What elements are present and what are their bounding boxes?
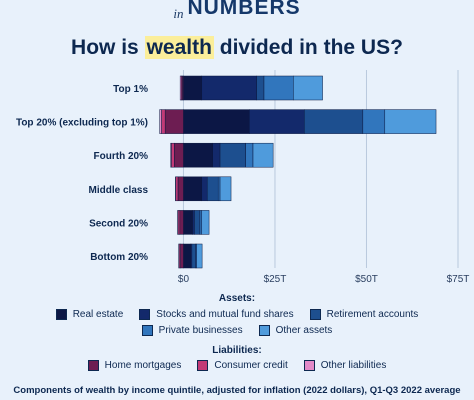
bar-segment-liability-0	[180, 243, 184, 269]
bar-segment-asset-2	[194, 210, 201, 235]
category-label: Fourth 20%	[94, 151, 149, 162]
legend-label: Retirement accounts	[326, 309, 419, 320]
bar-segment-asset-0	[183, 210, 193, 235]
bar-segment-asset-1	[201, 176, 208, 202]
legend-assets-row-2: Private businesses Other assets	[0, 325, 474, 336]
title-before: How is	[71, 36, 145, 59]
legend-swatch	[197, 360, 209, 371]
x-tick-label: $50T	[355, 274, 378, 285]
legend-swatch	[139, 309, 151, 320]
bar-segment-liability-1	[171, 142, 175, 168]
bar-segment-asset-1	[192, 210, 195, 235]
legend-label: Consumer credit	[214, 360, 288, 371]
legend-swatch	[55, 309, 67, 320]
bar-segment-asset-0	[183, 142, 213, 168]
legend-asset2-item-0: Private businesses	[141, 325, 243, 336]
x-tick-label: $0	[178, 274, 190, 285]
x-tick-label: $75T	[447, 274, 470, 285]
x-tick-label: $25T	[264, 274, 287, 285]
bar-segment-asset-0	[183, 243, 192, 269]
bar-segment-liability-0	[179, 210, 184, 235]
legend-liabilities-title: Liabilities:	[212, 345, 262, 356]
legend-liabilities-row: Home mortgages Consumer credit Other liabi…	[0, 360, 474, 371]
bar-segment-liability-0	[177, 176, 184, 202]
bar-segment-asset-2	[206, 176, 219, 202]
bar-segment-liability-2	[170, 142, 172, 168]
bar-segment-asset-2	[219, 142, 246, 168]
legend-assets-row-1: Real estate Stocks and mutual fund shares…	[0, 309, 474, 320]
legend-asset-item-2: Retirement accounts	[309, 309, 419, 320]
bar-segment-asset-1	[212, 142, 221, 168]
bars	[159, 75, 437, 269]
category-label: Second 20%	[89, 218, 148, 229]
bar-segment-asset-1	[201, 75, 257, 101]
bar-segment-liability-1	[177, 210, 181, 235]
bar-segment-asset-4	[219, 176, 232, 202]
category-label: Middle class	[89, 185, 149, 196]
brand-header: in NUMBERS	[0, 0, 474, 22]
legend-swatch	[141, 325, 153, 336]
bar-segment-asset-3	[362, 109, 386, 134]
brand-word: NUMBERS	[187, 0, 301, 19]
category-label: Bottom 20%	[90, 252, 148, 263]
legend-label: Home mortgages	[104, 360, 182, 371]
bar-segment-liability-0	[174, 142, 184, 168]
bar-segment-asset-3	[263, 75, 294, 101]
bar-segment-asset-0	[183, 109, 250, 134]
bar-segment-asset-4	[293, 75, 323, 101]
legend-asset2-item-1: Other assets	[258, 325, 333, 336]
category-label: Top 1%	[113, 84, 148, 95]
legend-swatch	[303, 360, 315, 371]
legend-assets-title: Assets:	[218, 293, 256, 304]
legend-label: Stocks and mutual fund shares	[156, 309, 294, 320]
legend-label: Private businesses	[158, 325, 243, 336]
legend-liability-item-1: Consumer credit	[197, 360, 288, 371]
title-after: divided in the US?	[213, 36, 403, 59]
bar-segment-liability-0	[164, 109, 184, 134]
bar-segment-asset-2	[256, 75, 265, 101]
category-label: Top 20% (excluding top 1%)	[16, 118, 148, 129]
bar-segment-asset-3	[217, 176, 221, 202]
legend-label: Other liabilities	[320, 360, 387, 371]
category-labels: Top 1% Top 20% (excluding top 1%) Fourth 2…	[16, 84, 148, 263]
bar-segment-asset-0	[183, 176, 203, 202]
bar-segment-liability-2	[159, 109, 162, 134]
bar-segment-asset-4	[196, 243, 203, 269]
chart-title: How is wealth divided in the US?	[0, 36, 474, 60]
bar-segment-asset-4	[384, 109, 437, 134]
bar-segment-liability-2	[179, 75, 182, 101]
bar-segment-asset-1	[249, 109, 305, 134]
legend-swatch	[87, 360, 99, 371]
legend-swatch	[258, 325, 270, 336]
bar-segment-asset-3	[199, 210, 203, 235]
legend-asset-item-1: Stocks and mutual fund shares	[139, 309, 294, 320]
title-highlight: wealth	[144, 36, 214, 59]
brand-prefix: in	[173, 6, 184, 21]
x-axis-ticks: $0 $25T $50T $75T	[178, 274, 470, 285]
bar-segment-asset-3	[245, 142, 254, 168]
bar-segment-liability-1	[161, 109, 166, 134]
footnote: Components of wealth by income quintile,…	[13, 385, 461, 396]
grid-lines	[182, 70, 459, 268]
bar-segment-asset-4	[252, 142, 274, 168]
bar-segment-asset-4	[201, 210, 210, 235]
legend-swatch	[309, 309, 321, 320]
legend-liability-item-2: Other liabilities	[303, 360, 387, 371]
legend-asset-item-0: Real estate	[55, 309, 124, 320]
bar-segment-asset-0	[183, 75, 203, 101]
legend-label: Other assets	[275, 325, 333, 336]
legend-label: Real estate	[72, 309, 124, 320]
legend-liability-item-0: Home mortgages	[87, 360, 182, 371]
bar-segment-asset-2	[304, 109, 364, 134]
bar-segment-liability-1	[175, 176, 179, 202]
bar-segment-asset-2	[191, 243, 196, 269]
stacked-bar-chart: Top 1% Top 20% (excluding top 1%) Fourth 2…	[16, 70, 470, 285]
